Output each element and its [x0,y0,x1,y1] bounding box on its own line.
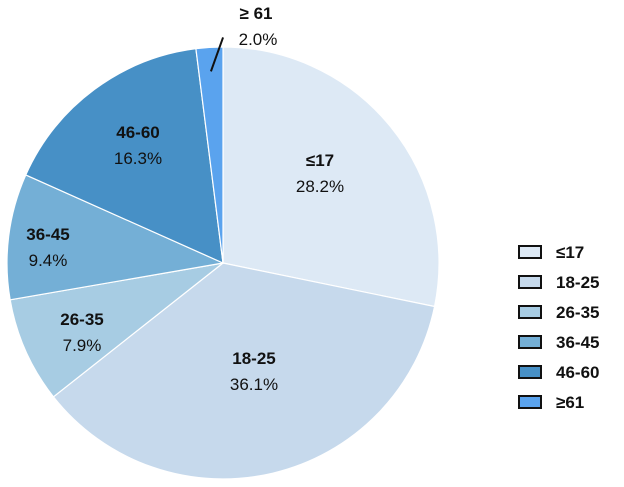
legend-label: 46-60 [556,363,599,382]
slice-value-label: 7.9% [63,336,102,355]
legend-swatch [518,335,542,349]
pie-slice [9,262,224,398]
legend: ≤17 18-25 26-35 36-45 46-60 ≥61 [518,243,599,412]
pie-slice [6,174,226,301]
slice-value-label: 16.3% [114,149,162,168]
pie-slice-labels: ≤17 28.2% 18-25 36.1% 26-35 7.9% 36-45 9.4% 46-6… [26,4,344,394]
legend-swatch [518,365,542,379]
slice-category-label: 18-25 [232,349,275,368]
slice-value-label: 28.2% [296,177,344,196]
slice-category-label: 36-45 [26,225,69,244]
legend-label: ≤17 [556,243,584,262]
legend-swatch [518,245,542,259]
pie-slice [52,262,436,480]
slice-value-label: 36.1% [230,375,278,394]
pie-slice [24,48,224,264]
pie-slice [195,46,224,264]
legend-label: ≥61 [556,393,584,412]
slice-value-label: 9.4% [29,251,68,270]
slice-category-label: 46-60 [116,123,159,142]
slice-category-label: 26-35 [60,310,103,329]
legend-label: 36-45 [556,333,599,352]
leader-line [209,37,224,72]
legend-swatch [518,395,542,409]
slice-value-label: 2.0% [239,30,278,49]
slice-category-label: ≤17 [306,151,334,170]
pie-slice [222,46,440,308]
legend-swatch [518,305,542,319]
legend-label: 18-25 [556,273,599,292]
legend-swatch [518,275,542,289]
pie-slices [6,46,440,480]
slice-category-label: ≥ 61 [240,4,273,23]
legend-label: 26-35 [556,303,599,322]
